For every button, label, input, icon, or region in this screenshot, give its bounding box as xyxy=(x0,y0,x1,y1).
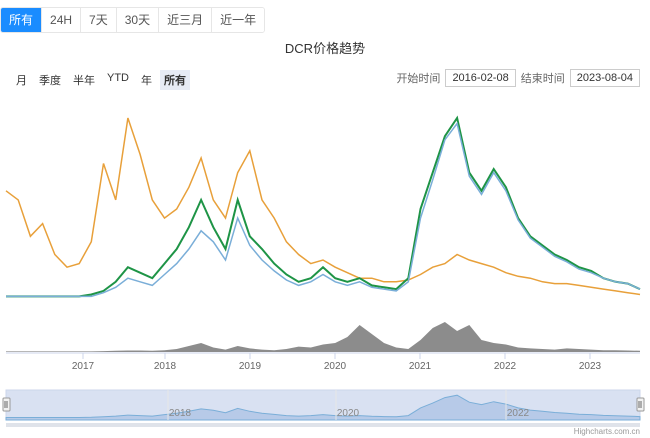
tab-1[interactable]: 24H xyxy=(42,8,82,32)
period-tabs: 所有 24H 7天 30天 近三月 近一年 xyxy=(0,7,266,33)
chart-title: DCR价格趋势 xyxy=(284,41,366,56)
tab-3[interactable]: 30天 xyxy=(116,8,160,32)
tab-4[interactable]: 近三月 xyxy=(159,8,213,32)
tab-2[interactable]: 7天 xyxy=(81,8,117,32)
navigator-tick-label-0: 2018 xyxy=(169,408,192,419)
navigator-tick-label-2: 2022 xyxy=(507,408,530,419)
x-tick-label-2: 2019 xyxy=(239,361,262,372)
credits-text: Highcharts.com.cn xyxy=(574,427,640,436)
x-tick-label-6: 2023 xyxy=(579,361,602,372)
end-date-label: 结束时间 xyxy=(520,73,565,85)
tab-5[interactable]: 近一年 xyxy=(212,8,265,32)
x-tick-label-4: 2021 xyxy=(409,361,432,372)
x-tick-label-1: 2018 xyxy=(154,361,177,372)
x-tick-label-3: 2020 xyxy=(324,361,347,372)
range-selector: 月季度 半年 YTD 年所有 xyxy=(12,70,190,90)
start-date-input[interactable]: 2016-02-08 xyxy=(445,69,516,87)
x-tick-label-0: 2017 xyxy=(72,361,95,372)
range-button-5[interactable]: 所有 xyxy=(160,70,190,90)
range-button-1[interactable]: 季度 xyxy=(35,70,65,90)
series-line-1 xyxy=(6,115,641,298)
navigator-tick-label-1: 2020 xyxy=(337,408,360,419)
range-button-0[interactable]: 月 xyxy=(12,70,31,90)
navigator-series xyxy=(5,394,641,421)
range-button-4[interactable]: 年 xyxy=(137,70,156,90)
series-line-2 xyxy=(6,121,641,298)
x-tick-label-5: 2022 xyxy=(494,361,517,372)
series-line-0 xyxy=(5,117,641,296)
end-date-input[interactable]: 2023-08-04 xyxy=(569,69,640,87)
date-range-inputs: 开始时间 2016-02-08 结束时间 2023-08-04 xyxy=(396,69,640,87)
range-button-2[interactable]: 半年 xyxy=(69,70,99,90)
start-date-label: 开始时间 xyxy=(396,73,441,85)
range-button-3[interactable]: YTD xyxy=(103,70,133,90)
tab-0[interactable]: 所有 xyxy=(1,8,43,32)
navigator-scrollbar[interactable] xyxy=(6,423,640,427)
volume-area xyxy=(6,322,640,352)
